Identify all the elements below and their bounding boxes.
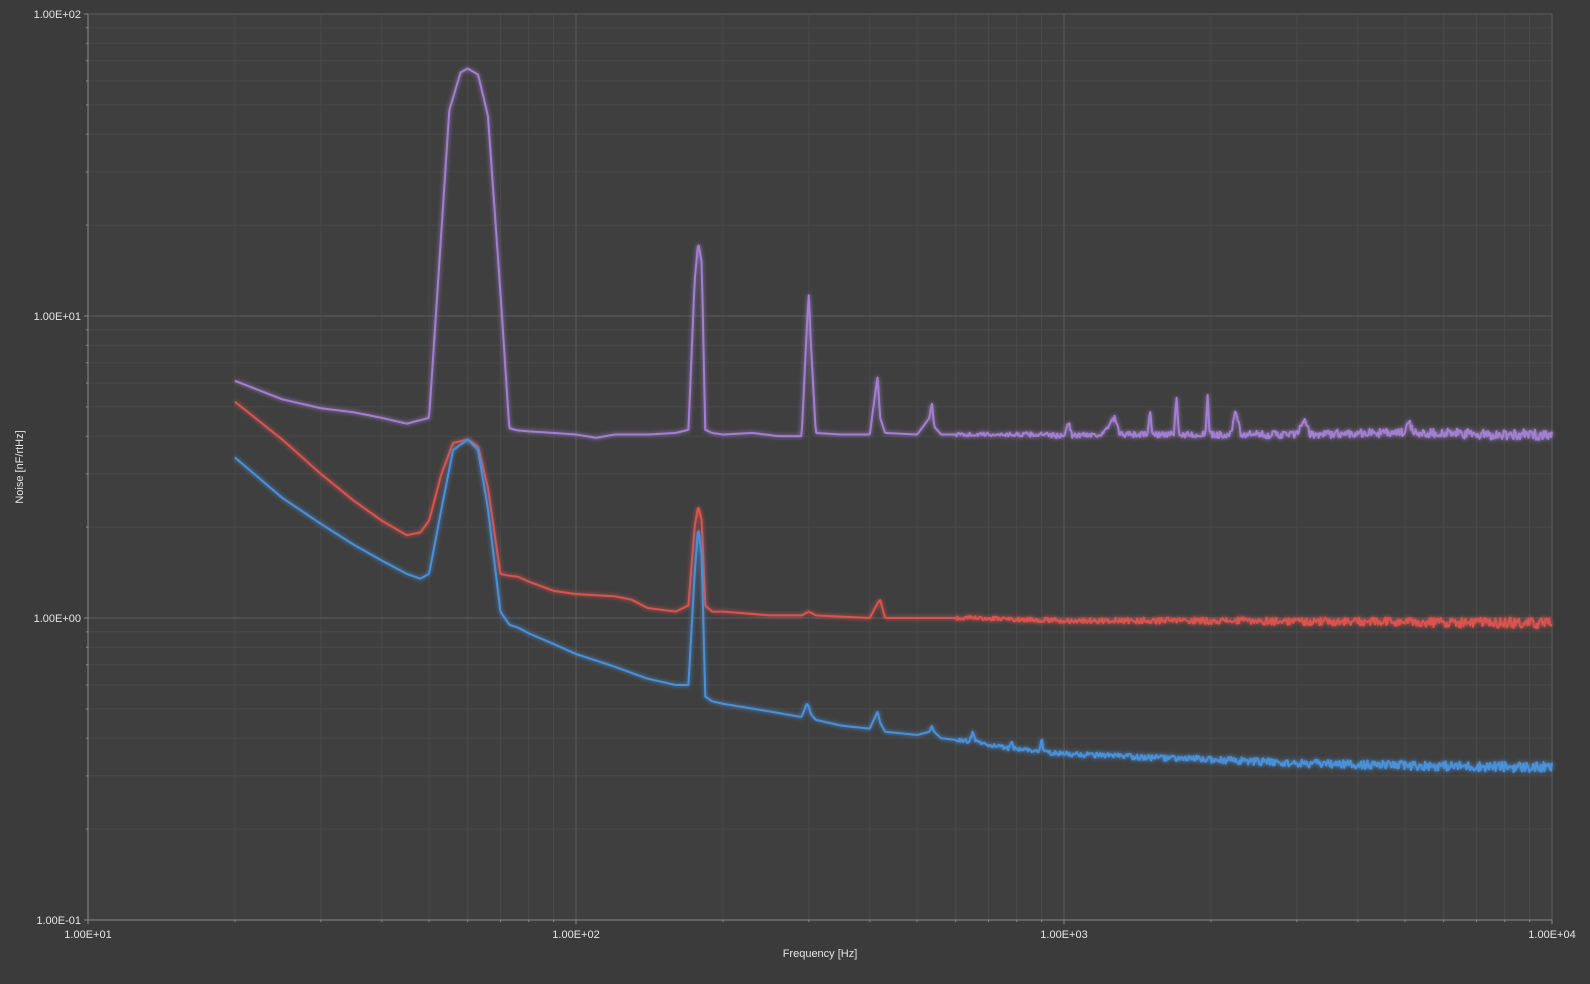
y-axis-label: Noise [nF/rtHz] [14,430,26,503]
series-line-2 [234,400,1553,630]
x-tick-label: 1.00E+02 [552,929,599,941]
y-tick-label: 1.00E+00 [34,613,81,625]
x-tick-label: 1.00E+01 [64,929,111,941]
series-layer [234,67,1553,774]
y-tick-label: 1.00E+01 [34,311,81,323]
x-tick-labels: 1.00E+01 1.00E+02 1.00E+03 1.00E+04 [64,929,1575,941]
y-tick-label: 1.00E-01 [36,915,81,927]
x-tick-label: 1.00E+03 [1040,929,1087,941]
y-tick-label: 1.00E+02 [34,9,81,21]
y-tick-labels: 1.00E-01 1.00E+00 1.00E+01 1.00E+02 [34,9,81,927]
axes [84,13,1553,924]
x-tick-label: 1.00E+04 [1528,929,1575,941]
series-line-3 [234,438,1553,774]
series-line-1 [234,67,1553,441]
x-axis-label: Frequency [Hz] [783,948,858,960]
plot-area [88,14,1552,920]
